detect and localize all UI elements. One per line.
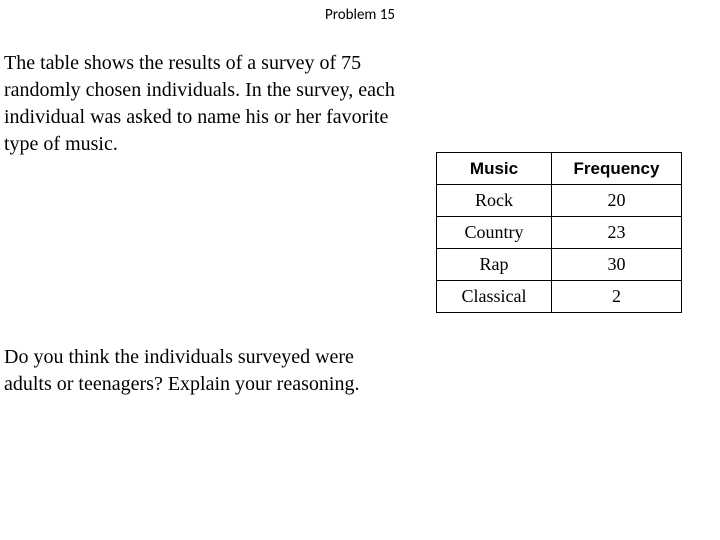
table-cell-frequency: 30 [552,249,682,281]
table-header-frequency: Frequency [552,153,682,185]
table-row: Rock 20 [437,185,682,217]
table-row: Country 23 [437,217,682,249]
table-cell-music: Rap [437,249,552,281]
table-cell-frequency: 23 [552,217,682,249]
table-cell-frequency: 20 [552,185,682,217]
table-header-row: Music Frequency [437,153,682,185]
frequency-table: Music Frequency Rock 20 Country 23 Rap 3… [436,152,682,313]
table-cell-music: Classical [437,281,552,313]
table-cell-music: Country [437,217,552,249]
table-row: Classical 2 [437,281,682,313]
table-cell-music: Rock [437,185,552,217]
table-header-music: Music [437,153,552,185]
problem-title: Problem 15 [0,0,720,24]
question-paragraph: Do you think the individuals surveyed we… [4,344,404,398]
table-row: Rap 30 [437,249,682,281]
intro-paragraph: The table shows the results of a survey … [4,50,404,158]
table-cell-frequency: 2 [552,281,682,313]
